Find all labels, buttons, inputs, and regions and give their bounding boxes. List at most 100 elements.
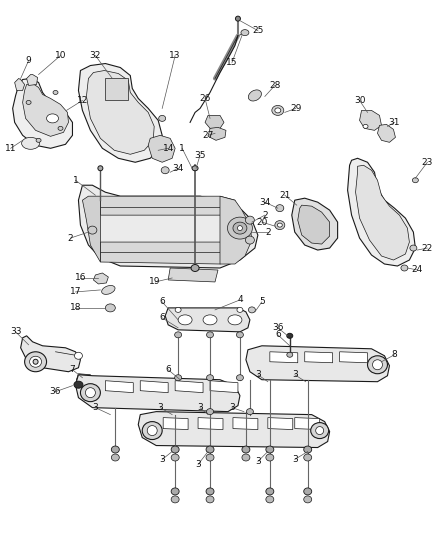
Text: 17: 17 [70,287,81,296]
Ellipse shape [88,226,97,234]
Text: 28: 28 [269,81,280,90]
Text: 7: 7 [70,365,75,374]
Polygon shape [246,346,389,382]
Ellipse shape [304,446,312,453]
Ellipse shape [46,114,59,123]
Ellipse shape [237,375,244,381]
Text: 9: 9 [26,56,32,65]
Text: 5: 5 [259,297,265,306]
Polygon shape [205,116,224,128]
Ellipse shape [245,216,254,224]
Polygon shape [100,242,238,264]
Text: 29: 29 [290,104,301,113]
Ellipse shape [367,356,388,374]
Polygon shape [78,63,162,162]
Ellipse shape [304,496,312,503]
Polygon shape [100,196,235,215]
Text: 36: 36 [272,324,283,333]
Ellipse shape [316,426,324,434]
Ellipse shape [237,308,243,312]
Ellipse shape [311,423,328,439]
Text: 35: 35 [194,151,206,160]
Polygon shape [77,374,93,386]
Text: 21: 21 [279,191,290,200]
Text: 33: 33 [10,327,21,336]
Polygon shape [148,135,175,162]
Polygon shape [106,78,128,100]
Text: 31: 31 [389,118,400,127]
Ellipse shape [111,454,119,461]
Polygon shape [21,336,81,372]
Polygon shape [208,127,226,140]
Ellipse shape [237,332,244,338]
Ellipse shape [242,446,250,453]
Text: 2: 2 [265,228,271,237]
Polygon shape [339,352,367,363]
Ellipse shape [81,384,100,402]
Ellipse shape [242,454,250,461]
Ellipse shape [272,106,284,116]
Ellipse shape [33,359,38,364]
Polygon shape [305,352,332,363]
Text: 16: 16 [75,273,86,282]
Text: 6: 6 [275,330,281,340]
Polygon shape [292,198,338,250]
Polygon shape [210,381,238,393]
Text: 3: 3 [255,370,261,379]
Polygon shape [140,381,168,393]
Ellipse shape [237,225,242,231]
Polygon shape [233,417,258,430]
Text: 24: 24 [412,265,423,274]
Text: 3: 3 [157,403,163,412]
Text: 3: 3 [159,455,165,464]
Text: 22: 22 [422,244,433,253]
Text: 23: 23 [422,158,433,167]
Ellipse shape [74,381,83,388]
Ellipse shape [206,454,214,461]
Ellipse shape [241,30,249,36]
Polygon shape [360,110,381,131]
Text: 10: 10 [55,51,66,60]
Ellipse shape [58,126,63,131]
Polygon shape [82,196,100,262]
Polygon shape [356,165,410,260]
Text: 32: 32 [90,51,101,60]
Polygon shape [378,124,396,142]
Polygon shape [165,308,250,332]
Text: 11: 11 [5,144,16,153]
Ellipse shape [171,454,179,461]
Ellipse shape [102,286,115,294]
Ellipse shape [401,265,408,271]
Ellipse shape [142,422,162,440]
Polygon shape [14,78,25,91]
Ellipse shape [30,356,42,367]
Text: 1: 1 [73,176,78,185]
Ellipse shape [111,446,119,453]
Text: 2: 2 [262,211,268,220]
Ellipse shape [266,446,274,453]
Polygon shape [27,75,38,85]
Polygon shape [23,84,68,136]
Polygon shape [268,417,293,430]
Ellipse shape [304,488,312,495]
Ellipse shape [275,108,281,113]
Ellipse shape [171,488,179,495]
Polygon shape [295,417,320,430]
Ellipse shape [207,409,213,415]
Text: 3: 3 [197,403,203,412]
Ellipse shape [25,352,46,372]
Polygon shape [198,417,223,430]
Ellipse shape [147,425,157,435]
Ellipse shape [248,90,261,101]
Ellipse shape [228,315,242,325]
Text: 34: 34 [259,198,271,207]
Ellipse shape [304,454,312,461]
Ellipse shape [236,16,240,21]
Ellipse shape [277,223,283,227]
Text: 36: 36 [50,387,61,396]
Ellipse shape [191,264,199,271]
Ellipse shape [74,352,82,359]
Text: 2: 2 [67,233,73,243]
Text: 1: 1 [179,144,185,153]
Text: 3: 3 [292,455,298,464]
